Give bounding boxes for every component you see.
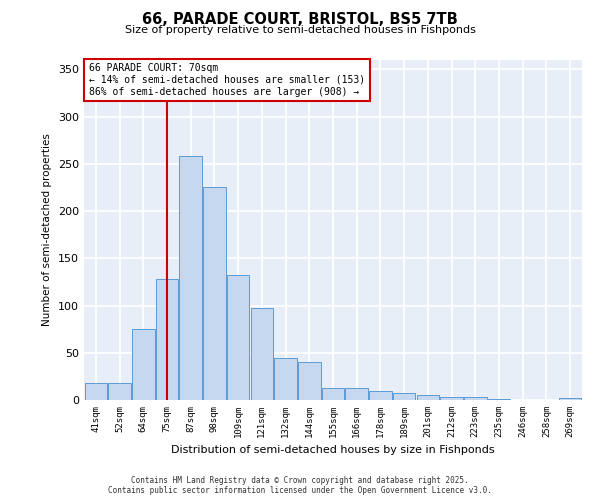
- Y-axis label: Number of semi-detached properties: Number of semi-detached properties: [43, 134, 52, 326]
- Bar: [109, 383, 131, 400]
- Bar: [203, 188, 226, 400]
- X-axis label: Distribution of semi-detached houses by size in Fishponds: Distribution of semi-detached houses by …: [171, 446, 495, 456]
- Bar: [179, 156, 202, 400]
- Bar: [85, 383, 107, 400]
- Bar: [322, 388, 344, 400]
- Bar: [369, 390, 392, 400]
- Text: Contains HM Land Registry data © Crown copyright and database right 2025.
Contai: Contains HM Land Registry data © Crown c…: [108, 476, 492, 495]
- Bar: [274, 358, 297, 400]
- Bar: [251, 308, 273, 400]
- Text: 66, PARADE COURT, BRISTOL, BS5 7TB: 66, PARADE COURT, BRISTOL, BS5 7TB: [142, 12, 458, 28]
- Bar: [156, 279, 178, 400]
- Text: Size of property relative to semi-detached houses in Fishponds: Size of property relative to semi-detach…: [125, 25, 475, 35]
- Bar: [393, 394, 415, 400]
- Bar: [416, 396, 439, 400]
- Bar: [346, 388, 368, 400]
- Text: 66 PARADE COURT: 70sqm
← 14% of semi-detached houses are smaller (153)
86% of se: 66 PARADE COURT: 70sqm ← 14% of semi-det…: [89, 64, 365, 96]
- Bar: [227, 276, 250, 400]
- Bar: [132, 329, 155, 400]
- Bar: [464, 397, 487, 400]
- Bar: [298, 362, 320, 400]
- Bar: [559, 398, 581, 400]
- Bar: [440, 397, 463, 400]
- Bar: [488, 399, 510, 400]
